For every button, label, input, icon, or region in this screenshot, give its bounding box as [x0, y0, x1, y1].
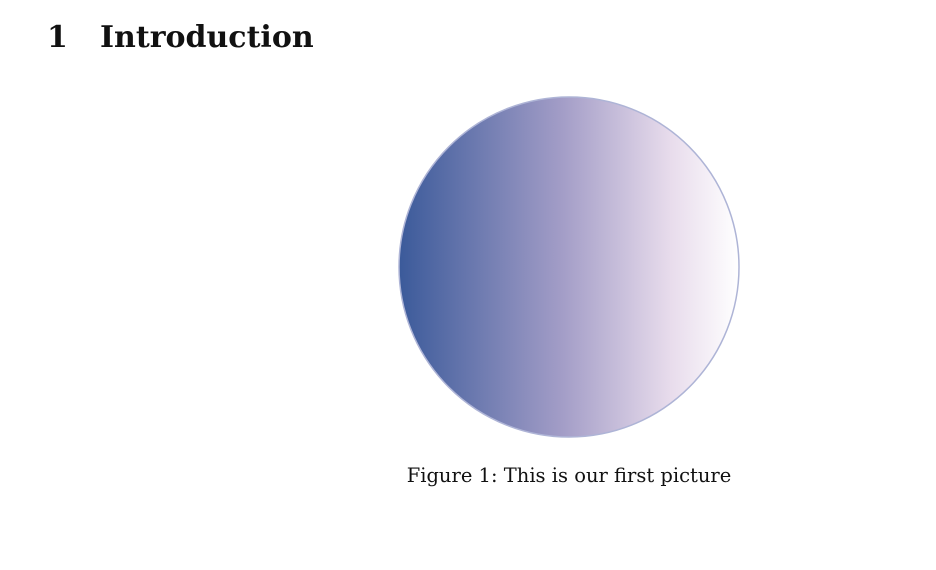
figure: Figure 1: This is our first picture	[368, 94, 770, 488]
section-number: 1	[47, 20, 68, 55]
gradient-circle	[398, 96, 740, 438]
figure-caption-label: Figure 1:	[406, 464, 498, 487]
gradient-circle-image	[398, 96, 740, 438]
figure-caption-text: This is our first picture	[503, 464, 732, 487]
section-title: Introduction	[100, 20, 314, 55]
section-heading: 1 Introduction	[47, 18, 314, 58]
figure-caption: Figure 1: This is our first picture	[368, 464, 770, 488]
